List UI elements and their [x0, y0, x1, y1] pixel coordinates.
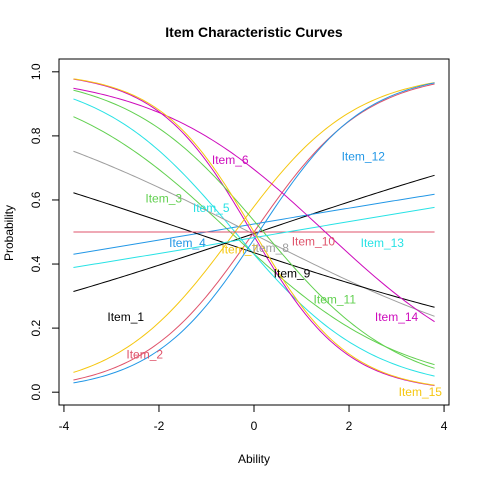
- curve-label-item-13: Item_13: [361, 236, 405, 250]
- y-axis-label: Probability: [2, 205, 16, 261]
- curve-label-item-3: Item_3: [145, 191, 182, 205]
- curve-item-8: [73, 150, 435, 317]
- y-tick-label: 0.0: [29, 384, 43, 401]
- x-axis-label: Ability: [238, 452, 270, 466]
- x-tick-label: 4: [441, 419, 448, 433]
- x-tick-label: -2: [154, 419, 165, 433]
- curve-item-15: [73, 78, 435, 386]
- y-tick-label: 0.8: [29, 127, 43, 144]
- curve-labels: Item_1 Item_2 Item_3 Item_4 Item_5 Item_6 Item…: [107, 150, 442, 399]
- x-axis: -4 -2 0 2 4: [59, 404, 448, 433]
- curve-label-item-10: Item_10: [292, 235, 336, 249]
- curve-label-item-9: Item_9: [274, 267, 311, 281]
- curve-item-12: [73, 82, 435, 384]
- x-tick-label: 0: [251, 419, 258, 433]
- curve-item-13: [73, 206, 435, 268]
- curve-label-item-5: Item_5: [193, 201, 230, 215]
- curve-label-item-15: Item_15: [399, 385, 443, 399]
- y-tick-label: 0.4: [29, 255, 43, 272]
- curve-label-item-7: Item_7: [221, 243, 258, 257]
- y-axis: 0.0 0.2 0.4 0.6 0.8 1.0: [29, 63, 60, 401]
- y-tick-label: 0.2: [29, 319, 43, 336]
- curve-item-1: [73, 174, 435, 292]
- curve-label-item-6: Item_6: [212, 153, 249, 167]
- curve-label-item-2: Item_2: [126, 347, 163, 361]
- y-tick-label: 0.6: [29, 191, 43, 208]
- curve-label-item-4: Item_4: [169, 236, 206, 250]
- curve-item-9: [73, 192, 435, 308]
- chart-title: Item Characteristic Curves: [165, 24, 343, 40]
- curves: [73, 78, 435, 387]
- curve-item-14: [73, 87, 435, 323]
- curve-label-item-8: Item_8: [252, 241, 289, 255]
- y-tick-label: 1.0: [29, 63, 43, 80]
- curve-label-item-12: Item_12: [342, 150, 386, 164]
- x-tick-label: -4: [59, 419, 70, 433]
- curve-item-5: [73, 98, 435, 377]
- curve-label-item-11: Item_11: [314, 292, 357, 306]
- curve-label-item-1: Item_1: [107, 310, 144, 324]
- curve-item-4: [73, 193, 435, 255]
- x-tick-label: 2: [346, 419, 353, 433]
- curve-label-item-14: Item_14: [375, 310, 419, 324]
- curve-item-6: [73, 78, 435, 387]
- curve-item-7: [73, 82, 435, 373]
- curve-item-11: [73, 89, 435, 369]
